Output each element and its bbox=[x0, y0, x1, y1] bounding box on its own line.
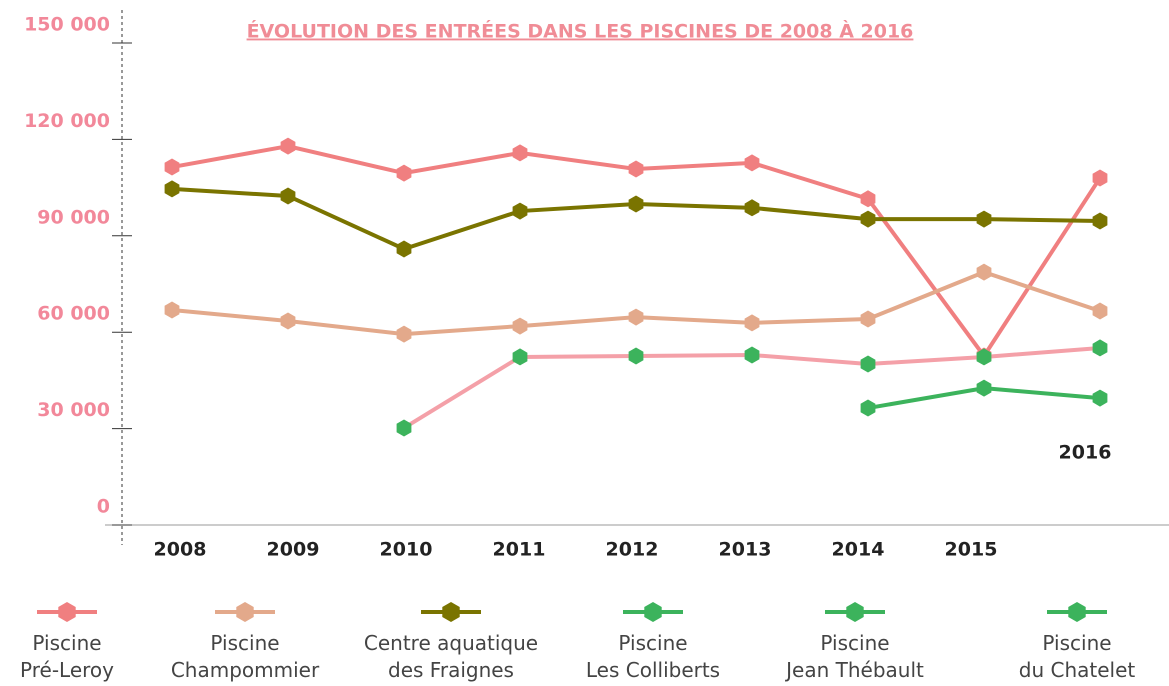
data-point bbox=[1092, 169, 1108, 187]
data-point bbox=[512, 202, 528, 220]
legend-marker bbox=[1068, 602, 1086, 622]
data-point bbox=[744, 154, 760, 172]
data-point bbox=[1092, 389, 1108, 407]
data-point bbox=[976, 263, 992, 281]
legend-label: Centre aquatique des Fraignes bbox=[363, 631, 539, 682]
data-point bbox=[396, 419, 412, 437]
data-point bbox=[396, 164, 412, 182]
data-point bbox=[860, 190, 876, 208]
data-point bbox=[860, 210, 876, 228]
legend-swatch bbox=[1047, 602, 1107, 622]
data-point bbox=[280, 312, 296, 330]
x-tick-label: 2008 bbox=[154, 539, 207, 561]
data-point bbox=[744, 346, 760, 364]
data-point bbox=[280, 187, 296, 205]
x-tick-label: 2014 bbox=[832, 539, 885, 561]
legend-label: Piscine Pré-Leroy bbox=[20, 631, 114, 682]
y-tick-label: 30 000 bbox=[37, 399, 110, 421]
x-tick-label: 2010 bbox=[380, 539, 433, 561]
data-point bbox=[1092, 339, 1108, 357]
x-tick-label: 2015 bbox=[945, 539, 998, 561]
data-point bbox=[628, 160, 644, 178]
data-point bbox=[396, 240, 412, 258]
legend-label: Piscine Jean Thébault bbox=[786, 631, 924, 682]
data-point bbox=[628, 347, 644, 365]
legend-swatch bbox=[421, 602, 481, 622]
x-tick-label: 2009 bbox=[267, 539, 320, 561]
data-point bbox=[396, 325, 412, 343]
legend-item: Piscine Les Colliberts bbox=[543, 600, 763, 684]
data-point bbox=[628, 195, 644, 213]
data-point bbox=[744, 314, 760, 332]
y-tick-label: 120 000 bbox=[24, 110, 110, 132]
x-tick-label: 2013 bbox=[719, 539, 772, 561]
data-point bbox=[164, 301, 180, 319]
legend-item: Piscine Champommier bbox=[135, 600, 355, 684]
data-point bbox=[1092, 212, 1108, 230]
legend-item: Piscine du Chatelet bbox=[967, 600, 1169, 684]
y-tick-label: 90 000 bbox=[37, 206, 110, 228]
legend-swatch bbox=[215, 602, 275, 622]
data-point bbox=[976, 379, 992, 397]
data-point bbox=[280, 137, 296, 155]
legend-swatch bbox=[825, 602, 885, 622]
y-tick-label: 0 bbox=[97, 496, 110, 518]
data-point bbox=[744, 199, 760, 217]
x-tick-label: 2012 bbox=[606, 539, 659, 561]
chart-title: ÉVOLUTION DES ENTRÉES DANS LES PISCINES … bbox=[247, 20, 914, 43]
data-point bbox=[976, 348, 992, 366]
chart: ÉVOLUTION DES ENTRÉES DANS LES PISCINES … bbox=[24, 10, 1169, 561]
data-point bbox=[976, 210, 992, 228]
x-tick-label: 2016 bbox=[1059, 442, 1112, 464]
legend-item: Centre aquatique des Fraignes bbox=[341, 600, 561, 684]
data-point bbox=[860, 310, 876, 328]
data-point bbox=[164, 180, 180, 198]
data-point bbox=[512, 348, 528, 366]
legend-item: Piscine Pré-Leroy bbox=[0, 600, 177, 684]
data-point bbox=[860, 355, 876, 373]
legend-marker bbox=[58, 602, 76, 622]
legend-label: Piscine Les Colliberts bbox=[585, 631, 721, 682]
y-tick-label: 150 000 bbox=[24, 14, 110, 36]
data-point bbox=[860, 399, 876, 417]
legend-marker bbox=[236, 602, 254, 622]
data-point bbox=[512, 317, 528, 335]
y-tick-label: 60 000 bbox=[37, 303, 110, 325]
legend-swatch bbox=[37, 602, 97, 622]
x-tick-label: 2011 bbox=[493, 539, 546, 561]
legend-marker bbox=[644, 602, 662, 622]
data-point bbox=[164, 158, 180, 176]
legend-marker bbox=[846, 602, 864, 622]
legend-label: Piscine Champommier bbox=[170, 631, 320, 682]
legend-marker bbox=[442, 602, 460, 622]
legend-swatch bbox=[623, 602, 683, 622]
legend-label: Piscine du Chatelet bbox=[1018, 631, 1136, 682]
legend: Piscine Pré-Leroy Piscine Champommier Cent… bbox=[0, 600, 1169, 686]
data-point bbox=[628, 308, 644, 326]
data-point bbox=[1092, 302, 1108, 320]
legend-item: Piscine Jean Thébault bbox=[745, 600, 965, 684]
data-point bbox=[512, 144, 528, 162]
